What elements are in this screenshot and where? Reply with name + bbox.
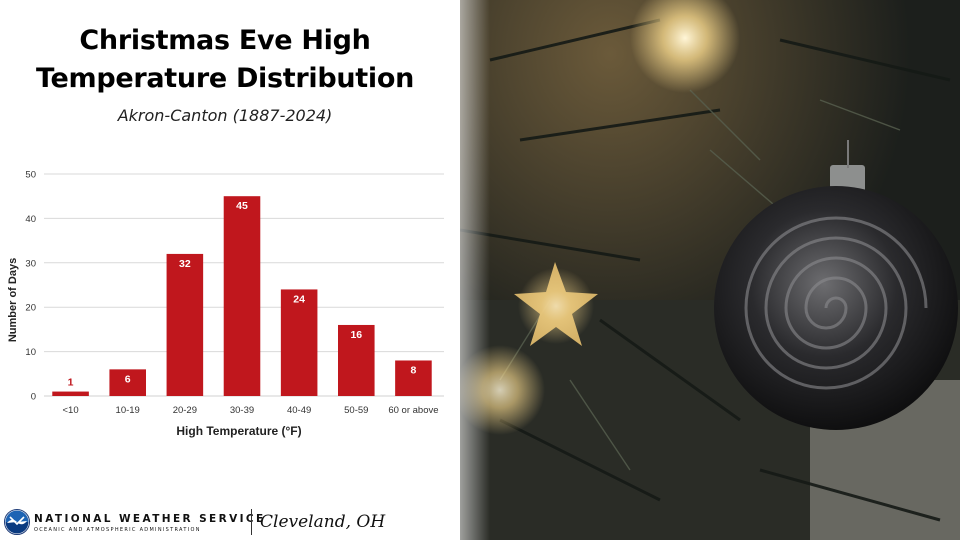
y-tick-label: 0 xyxy=(31,392,36,403)
y-tick-label: 10 xyxy=(25,347,36,358)
page-subtitle: Akron-Canton (1887-2024) xyxy=(117,106,333,125)
bar xyxy=(52,391,89,396)
x-tick-label: 50-59 xyxy=(344,405,368,416)
data-label: 6 xyxy=(125,373,131,385)
y-tick-label: 30 xyxy=(25,258,36,269)
bar-chart: 0 10 20 30 40 50 1 <10 6 10-19 32 20-29 45 30-39 24 40-… xyxy=(7,170,444,438)
x-tick-label: 40-49 xyxy=(287,405,311,416)
christmas-tree-ornament-photo-icon xyxy=(460,0,960,540)
data-label: 24 xyxy=(293,293,305,305)
data-label: 8 xyxy=(411,364,417,376)
data-label: 16 xyxy=(350,329,362,341)
bar xyxy=(338,324,375,396)
y-tick-label: 20 xyxy=(25,303,36,314)
bar xyxy=(109,369,146,396)
y-tick-label: 50 xyxy=(25,170,36,181)
x-tick-label: 20-29 xyxy=(173,405,197,416)
footer: NATIONAL WEATHER SERVICE OCEANIC AND ATM… xyxy=(0,504,460,540)
christmas-photo xyxy=(460,0,960,540)
footer-divider xyxy=(251,509,252,535)
data-label: 32 xyxy=(179,258,191,270)
y-axis-title: Number of Days xyxy=(7,258,19,342)
bar xyxy=(280,289,318,396)
x-tick-label: 10-19 xyxy=(116,405,140,416)
title-line-2: Temperature Distribution xyxy=(35,63,415,94)
bar xyxy=(166,253,204,396)
left-panel: Christmas Eve High Temperature Distribut… xyxy=(0,0,460,540)
x-tick-label: 30-39 xyxy=(230,405,254,416)
org-name: NATIONAL WEATHER SERVICE xyxy=(34,513,266,525)
bar xyxy=(395,360,432,396)
x-axis-title: High Temperature (°F) xyxy=(176,424,301,438)
title-line-1: Christmas Eve High xyxy=(79,25,371,56)
noaa-logo-icon xyxy=(4,509,30,535)
y-tick-label: 40 xyxy=(25,214,36,225)
office-name: Cleveland, OH xyxy=(260,512,386,532)
org-subtitle: OCEANIC AND ATMOSPHERIC ADMINISTRATION xyxy=(34,527,201,533)
bar xyxy=(223,196,261,396)
x-tick-label: 60 or above xyxy=(388,405,438,416)
data-label: 45 xyxy=(236,200,248,212)
data-label: 1 xyxy=(68,377,74,389)
page-title: Christmas Eve High Temperature Distribut… xyxy=(0,22,450,98)
x-tick-label: <10 xyxy=(63,405,79,416)
